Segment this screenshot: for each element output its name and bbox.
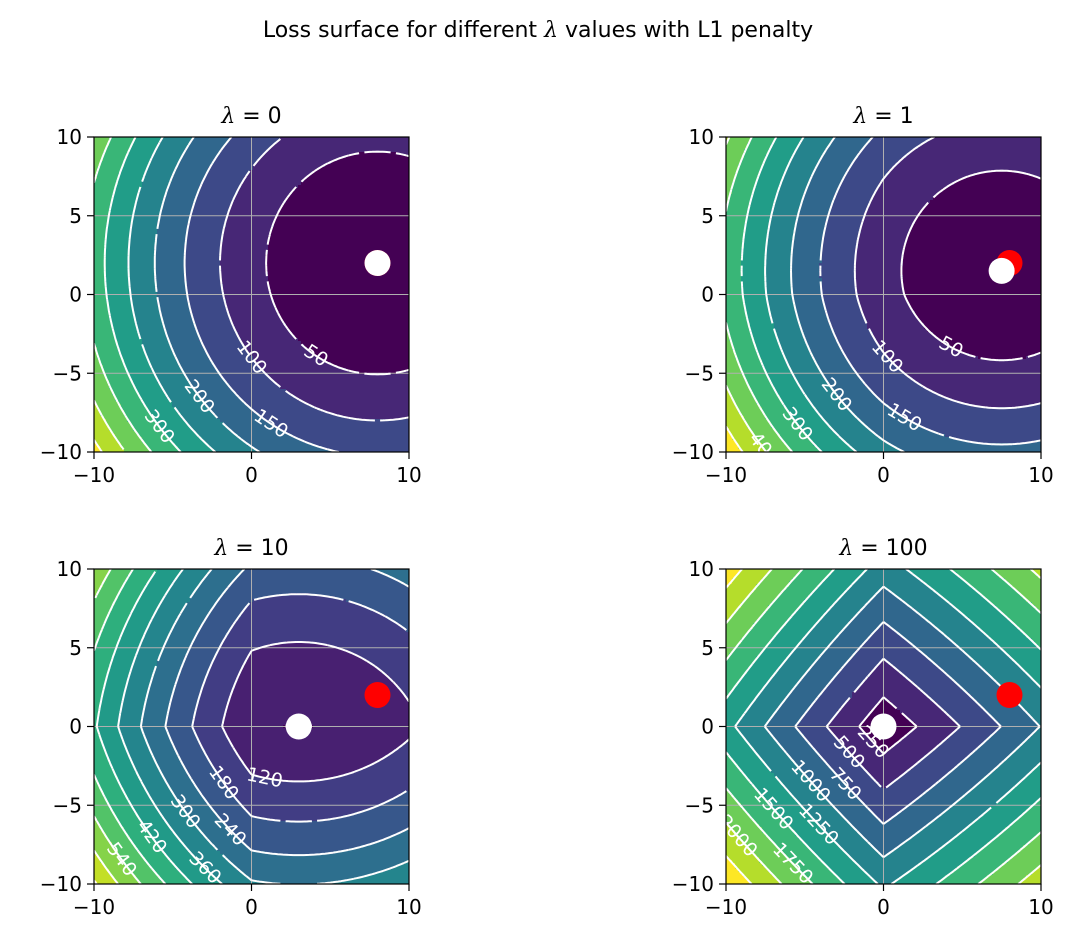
y-tick-label: −5 (685, 793, 714, 817)
x-tick-label: 0 (877, 895, 890, 919)
contour-line-250 (764, 137, 858, 452)
contour-line-300 (740, 137, 823, 452)
x-tick-label: −10 (73, 895, 115, 919)
y-tick-label: −5 (53, 793, 82, 817)
subplot-title: λ = 1 (852, 104, 913, 129)
contour-line-150 (819, 137, 1041, 446)
contour-line-540 (94, 569, 142, 884)
y-tick-label: 10 (57, 557, 82, 581)
contour-line-1750 (726, 569, 1041, 884)
optimum-point-marker (285, 713, 312, 740)
contour-line-200 (790, 137, 905, 452)
contour-line-400 (94, 399, 125, 450)
x-tick-label: 10 (396, 463, 421, 487)
y-tick-label: 0 (701, 283, 714, 307)
contour-lines (94, 569, 409, 884)
contour-line-480 (94, 569, 167, 884)
y-tick-label: 10 (689, 125, 714, 149)
contour-line-100 (219, 138, 409, 422)
contour-line-50 (900, 169, 1041, 362)
x-tick-label: 0 (877, 463, 890, 487)
x-tick-label: 10 (1028, 463, 1053, 487)
contour-line-600 (94, 849, 119, 884)
contour-line-250 (858, 696, 918, 755)
y-tick-label: −5 (685, 361, 714, 385)
x-tick-label: 10 (1028, 895, 1053, 919)
y-tick-label: −10 (672, 440, 714, 464)
y-tick-label: −5 (53, 361, 82, 385)
true-point-marker (996, 682, 1023, 708)
contour-line-350 (726, 137, 794, 452)
y-tick-label: 0 (701, 715, 714, 739)
y-tick-label: −10 (40, 440, 82, 464)
x-tick-label: −10 (73, 463, 115, 487)
y-tick-label: 0 (69, 283, 82, 307)
contour-line-500 (825, 657, 961, 789)
y-tick-label: −10 (672, 872, 714, 896)
figure-title-lambda: λ (544, 18, 558, 43)
subplot-title: λ = 0 (220, 104, 281, 129)
contour-line-750 (794, 621, 1002, 825)
y-tick-label: 0 (69, 715, 82, 739)
contour-lines (726, 137, 1041, 452)
x-tick-label: 0 (245, 463, 258, 487)
y-tick-label: 10 (57, 125, 82, 149)
x-tick-label: 0 (245, 895, 258, 919)
contour-line-1500 (726, 569, 1041, 884)
optimum-point-marker (870, 713, 897, 740)
contour-line-180 (191, 593, 407, 823)
true-point-marker (364, 682, 391, 708)
y-tick-label: 5 (69, 636, 82, 660)
optimum-point-marker (364, 250, 391, 276)
optimum-point-marker (988, 257, 1015, 284)
contour-line-300 (139, 569, 409, 884)
x-tick-label: −10 (705, 463, 747, 487)
contour-line-100 (853, 137, 1041, 410)
contour-line-2250 (726, 569, 753, 884)
y-tick-label: 10 (689, 557, 714, 581)
contour-line-400 (726, 137, 768, 452)
y-tick-label: −10 (40, 872, 82, 896)
contour-line-50 (265, 150, 409, 376)
contour-line-420 (95, 571, 193, 884)
y-tick-label: 5 (701, 636, 714, 660)
contour-line-350 (94, 137, 153, 452)
y-tick-label: 5 (69, 204, 82, 228)
contour-line-150 (183, 137, 340, 452)
contour-line-200 (153, 137, 261, 452)
x-tick-label: 10 (396, 895, 421, 919)
figure-title-prefix: Loss surface for different (263, 18, 544, 43)
figure-title: Loss surface for different λ values with… (0, 18, 1076, 43)
filled-contour (726, 137, 1041, 452)
contour-line-240 (164, 569, 409, 857)
contour-line-300 (103, 137, 182, 452)
contour-lines (94, 137, 409, 452)
contour-line-120 (221, 641, 409, 783)
x-tick-label: −10 (705, 895, 747, 919)
contour-line-250 (127, 137, 217, 452)
subplot-title: λ = 10 (213, 536, 288, 561)
figure-title-suffix: values with L1 penalty (558, 18, 813, 43)
y-tick-label: 5 (701, 204, 714, 228)
contour-line-360 (117, 569, 223, 884)
contour-line-1000 (763, 585, 1041, 859)
subplot-title: λ = 100 (838, 536, 927, 561)
